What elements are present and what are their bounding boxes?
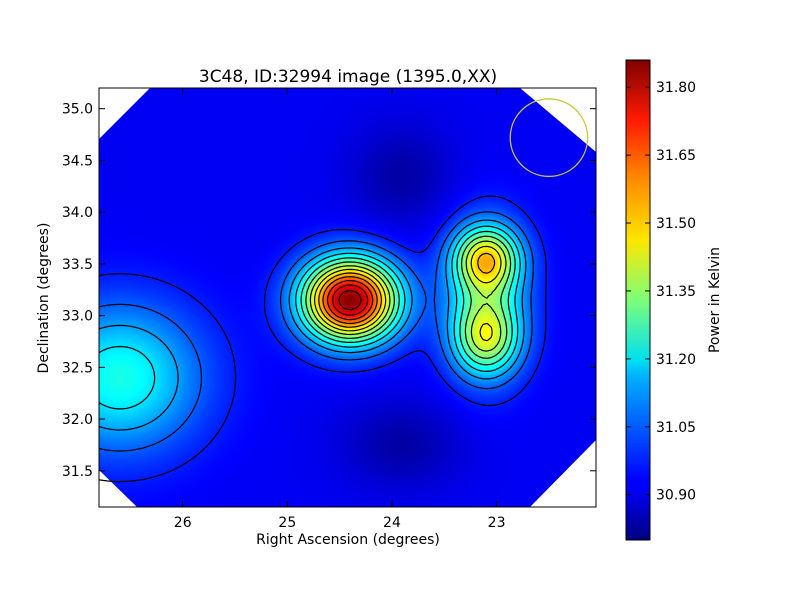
x-tick-label: 24 <box>383 515 401 531</box>
y-tick-label: 34.0 <box>62 205 93 221</box>
x-tick-label: 23 <box>488 515 506 531</box>
blank-corner-bottom-left <box>99 470 137 507</box>
colorbar-tick-label: 31.20 <box>656 352 696 368</box>
x-tick-label: 25 <box>278 515 296 531</box>
y-axis-label: Declination (degrees) <box>36 223 52 374</box>
heatmap-image <box>99 88 596 507</box>
contour-lines <box>99 195 547 483</box>
colorbar-tick-label: 30.90 <box>656 488 696 504</box>
colorbar-tick-label: 31.65 <box>656 148 696 164</box>
contour-level <box>99 195 547 483</box>
contour-level <box>318 252 496 328</box>
contour-level <box>99 219 527 431</box>
colorbar-ticks: 30.90 31.05 31.20 31.35 31.50 31.65 31.80 <box>626 80 696 504</box>
x-axis: 26 25 24 23 <box>174 88 506 531</box>
chart-title: 3C48, ID:32994 image (1395.0,XX) <box>199 67 497 87</box>
contour-level <box>99 225 521 410</box>
colorbar-tick-label: 31.35 <box>656 284 696 300</box>
blank-corner-top-right <box>520 88 596 152</box>
colorbar-tick-label: 31.50 <box>656 216 696 232</box>
heatmap-area <box>99 88 596 507</box>
colorbar <box>625 59 651 541</box>
y-tick-label: 33.0 <box>62 309 93 325</box>
x-tick-label: 26 <box>174 515 192 531</box>
contour-level <box>300 230 516 366</box>
y-tick-label: 31.5 <box>62 464 93 480</box>
blank-corner-bottom-right <box>530 440 596 507</box>
x-axis-label: Right Ascension (degrees) <box>256 532 440 548</box>
contour-level <box>332 284 369 316</box>
colorbar-label: Power in Kelvin <box>707 247 723 353</box>
contour-level <box>309 240 507 352</box>
contour-level <box>322 276 378 325</box>
contour-level <box>338 290 362 311</box>
contour-level <box>99 211 534 452</box>
contour-level <box>326 280 374 321</box>
blank-corner-top-left <box>99 88 150 139</box>
y-tick-label: 33.5 <box>62 257 93 273</box>
y-tick-label: 35.0 <box>62 102 93 118</box>
beam-circle <box>509 98 589 178</box>
colorbar-tick-label: 31.05 <box>656 420 696 436</box>
y-tick-label: 34.5 <box>62 153 93 169</box>
contour-level <box>314 245 502 342</box>
plot-frame <box>98 87 597 508</box>
y-tick-label: 32.0 <box>62 412 93 428</box>
contour-level <box>305 235 512 359</box>
y-tick-label: 32.5 <box>62 360 93 376</box>
colorbar-tick-label: 31.80 <box>656 80 696 96</box>
y-axis: 31.5 32.0 32.5 33.0 33.5 34.0 34.5 35.0 <box>62 102 596 480</box>
